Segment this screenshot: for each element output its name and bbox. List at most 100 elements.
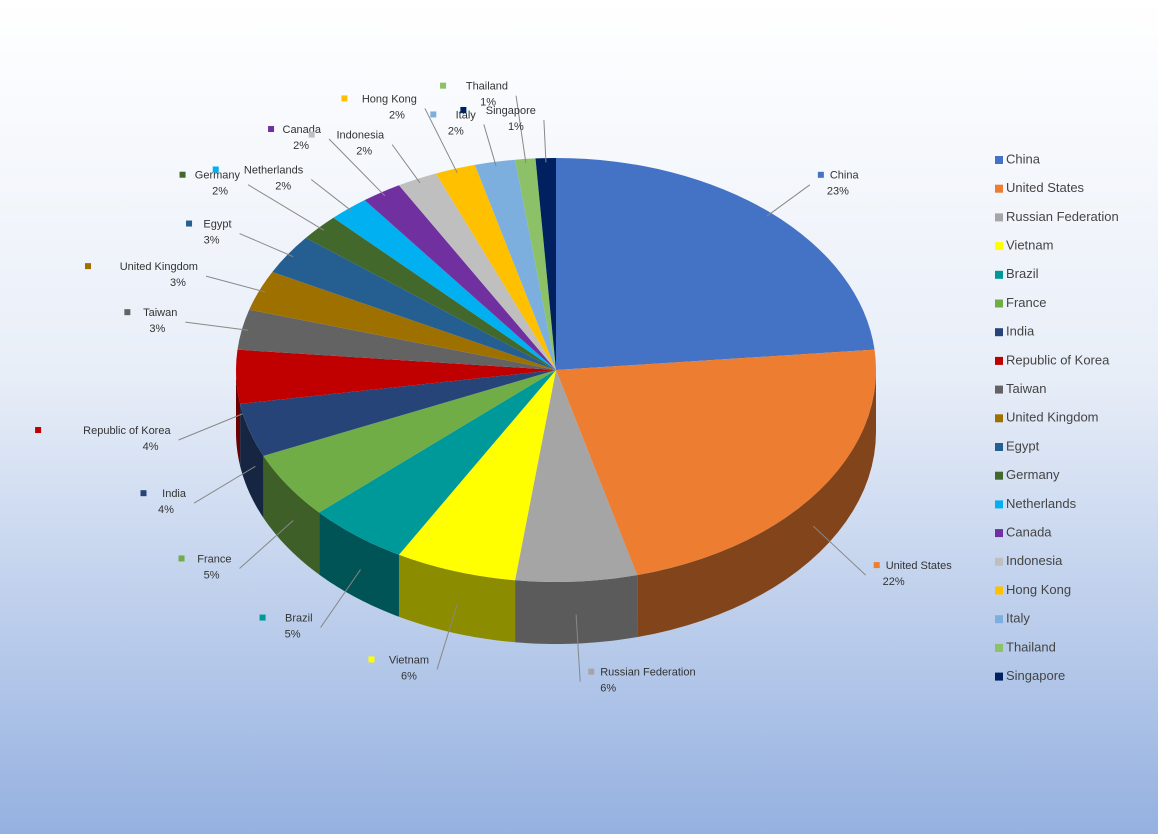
legend-swatch xyxy=(995,615,1003,624)
label-name: Taiwan xyxy=(143,307,177,319)
slice xyxy=(319,370,556,555)
legend-swatch xyxy=(995,213,1003,222)
label-value: 6% xyxy=(600,683,616,695)
leader-line xyxy=(328,138,386,197)
label-marker xyxy=(341,95,348,102)
leader-line xyxy=(543,119,547,163)
legend-label: Brazil xyxy=(1006,266,1039,281)
legend-swatch xyxy=(995,328,1003,337)
label-value: 3% xyxy=(170,277,186,289)
label-marker xyxy=(268,126,275,133)
legend-label: Netherlands xyxy=(1006,496,1077,511)
label-value: 5% xyxy=(204,569,220,581)
legend-swatch xyxy=(995,414,1003,423)
legend-swatch xyxy=(995,242,1003,251)
legend-label: United Kingdom xyxy=(1006,410,1099,425)
slice xyxy=(364,185,556,370)
leader-line xyxy=(239,520,294,569)
label-value: 2% xyxy=(356,146,372,158)
slice xyxy=(333,200,556,370)
legend-swatch xyxy=(995,586,1003,595)
slice-side xyxy=(398,554,516,643)
label-value: 3% xyxy=(149,323,165,335)
label-name: Brazil xyxy=(285,612,313,624)
label-name: United States xyxy=(886,560,953,572)
slice xyxy=(235,349,556,404)
label-name: Egypt xyxy=(203,218,231,230)
legend-swatch xyxy=(995,443,1003,451)
label-name: Singapore xyxy=(486,105,536,117)
label-marker xyxy=(430,111,437,118)
legend-label: Hong Kong xyxy=(1006,582,1071,597)
legend-label: Thailand xyxy=(1006,639,1056,654)
slice xyxy=(556,158,875,370)
legend-swatch xyxy=(995,643,1003,652)
slice-side xyxy=(319,512,399,617)
label-marker xyxy=(179,171,186,178)
label-name: Vietnam xyxy=(389,654,429,666)
leader-line xyxy=(239,233,294,258)
legend-label: Germany xyxy=(1006,467,1060,482)
label-name: India xyxy=(162,488,187,500)
legend-swatch xyxy=(995,500,1003,509)
label-marker xyxy=(588,668,595,675)
legend-label: China xyxy=(1006,151,1041,166)
label-name: Thailand xyxy=(466,81,508,93)
label-marker xyxy=(186,220,193,227)
legend-label: Vietnam xyxy=(1006,238,1053,253)
label-marker xyxy=(308,131,315,138)
slice xyxy=(249,271,556,370)
leader-line xyxy=(424,108,458,174)
slice-side xyxy=(515,575,638,644)
legend-swatch xyxy=(995,529,1003,538)
label-name: Indonesia xyxy=(336,130,385,142)
leader-line xyxy=(575,614,581,682)
label-value: 4% xyxy=(158,504,174,516)
label-value: 2% xyxy=(275,180,291,192)
slice xyxy=(398,173,556,370)
label-value: 5% xyxy=(285,628,301,640)
label-name: Hong Kong xyxy=(362,93,417,105)
leader-line xyxy=(205,275,266,293)
slice xyxy=(272,237,556,370)
label-marker xyxy=(35,427,42,434)
legend-swatch xyxy=(995,184,1003,193)
legend-label: Egypt xyxy=(1006,438,1040,453)
label-marker xyxy=(140,490,147,497)
label-name: France xyxy=(197,553,231,565)
label-marker xyxy=(440,82,447,89)
label-value: 2% xyxy=(389,109,405,121)
leader-line xyxy=(812,525,867,576)
label-value: 3% xyxy=(204,234,220,246)
legend-label: Singapore xyxy=(1006,668,1065,683)
label-name: United Kingdom xyxy=(120,261,198,273)
label-name: Netherlands xyxy=(244,164,304,176)
pie-tops xyxy=(235,158,876,582)
slice-side xyxy=(263,455,320,575)
leader-line xyxy=(436,604,458,670)
label-value: 2% xyxy=(293,140,309,152)
leader-line xyxy=(185,321,249,331)
slice xyxy=(474,159,556,370)
label-marker xyxy=(460,106,467,113)
legend-swatch xyxy=(995,385,1003,394)
pie-sides xyxy=(236,370,876,644)
leader-line xyxy=(193,465,256,504)
leader-line xyxy=(766,184,811,217)
label-value: 6% xyxy=(401,670,417,682)
legend-label: United States xyxy=(1006,180,1085,195)
slice xyxy=(515,158,556,370)
data-labels: China 23% United States 22% Russian Federati… xyxy=(35,81,952,695)
label-marker xyxy=(368,656,375,663)
slice xyxy=(398,370,556,581)
slice-side xyxy=(240,403,264,518)
label-marker xyxy=(84,263,91,270)
legend-swatch xyxy=(995,471,1003,480)
legend-label: India xyxy=(1006,324,1035,339)
legend-swatch xyxy=(995,299,1003,308)
label-value: 4% xyxy=(143,441,159,453)
leader-line xyxy=(391,144,421,184)
leader-line xyxy=(515,95,527,164)
leader-line xyxy=(483,124,497,167)
legend-label: Canada xyxy=(1006,525,1052,540)
